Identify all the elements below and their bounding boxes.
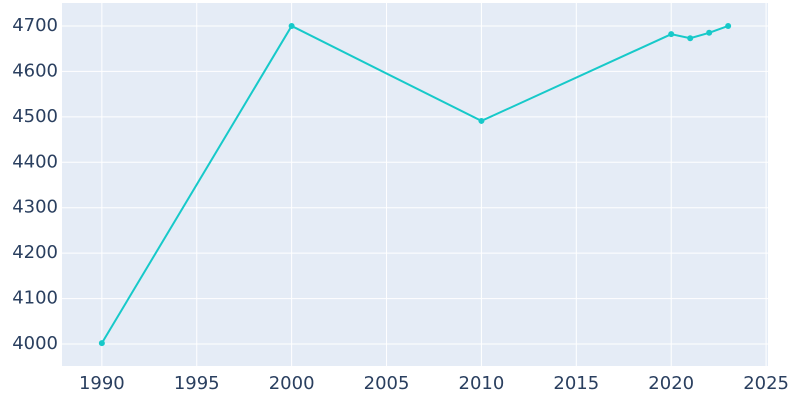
point (478, 117, 485, 124)
y-tick-label: 4000 (12, 333, 58, 354)
y-tick-label: 4400 (12, 151, 58, 172)
x-tick-label: 2010 (459, 373, 505, 394)
plot-background (62, 3, 768, 366)
point (706, 29, 713, 36)
point (668, 31, 675, 38)
point (288, 22, 295, 29)
x-tick-label: 1990 (79, 373, 125, 394)
x-tick-label: 2000 (269, 373, 315, 394)
y-tick-label: 4600 (12, 60, 58, 81)
point (687, 35, 694, 42)
y-tick-label: 4500 (12, 106, 58, 127)
y-tick-label: 4200 (12, 242, 58, 263)
point (98, 340, 105, 347)
x-tick-label: 2015 (553, 373, 599, 394)
x-tick-label: 2005 (364, 373, 410, 394)
x-tick-label: 1995 (174, 373, 220, 394)
point (725, 22, 732, 29)
y-tick-label: 4100 (12, 288, 58, 309)
x-tick-label: 2020 (648, 373, 694, 394)
y-tick-label: 4700 (12, 15, 58, 36)
x-tick-label: 2025 (743, 373, 789, 394)
y-tick-label: 4300 (12, 197, 58, 218)
